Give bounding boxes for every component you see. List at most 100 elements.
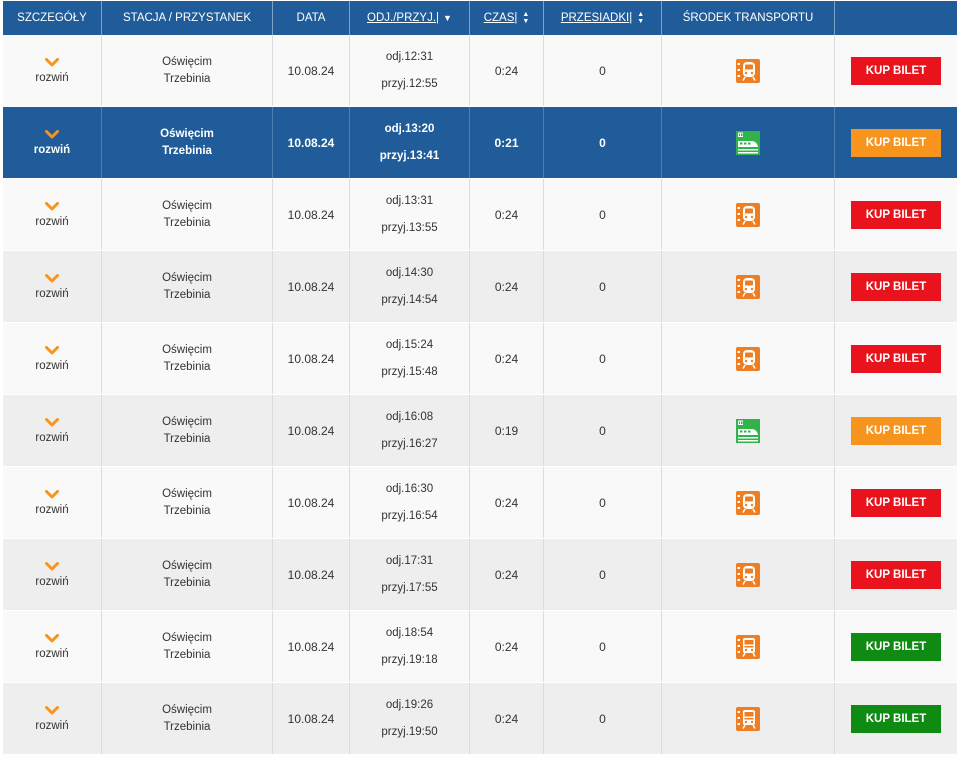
chevron-down-icon[interactable] <box>45 489 59 504</box>
table-row[interactable]: rozwiń Oświęcim Trzebinia 10.08.24 odj.17:31… <box>3 539 957 611</box>
header-time-sort[interactable]: CZAS | ▲ ▼ <box>470 1 544 35</box>
action-cell: KUP BILET <box>835 251 957 322</box>
expand-details-toggle[interactable]: rozwiń <box>3 683 102 754</box>
transfers-cell: 0 <box>544 467 662 538</box>
date-cell: 10.08.24 <box>273 251 350 322</box>
buy-ticket-button[interactable]: KUP BILET <box>851 416 941 445</box>
station-to: Trzebinia <box>162 144 212 157</box>
expand-details-toggle[interactable]: rozwiń <box>3 539 102 610</box>
chevron-down-icon[interactable] <box>45 201 59 216</box>
header-transfers-label[interactable]: PRZESIADKI <box>560 12 630 24</box>
station-cell: Oświęcim Trzebinia <box>102 539 273 610</box>
station-from: Oświęcim <box>160 127 214 140</box>
buy-ticket-button[interactable]: KUP BILET <box>851 704 941 733</box>
table-row[interactable]: rozwiń Oświęcim Trzebinia 10.08.24 odj.15:24… <box>3 323 957 395</box>
table-row[interactable]: rozwiń Oświęcim Trzebinia 10.08.24 odj.13:20… <box>3 107 957 179</box>
departure-time: odj.14:30 <box>385 266 434 279</box>
dep-arr-cell: odj.18:54 przyj.19:18 <box>350 611 470 682</box>
expand-details-toggle[interactable]: rozwiń <box>3 107 102 178</box>
expand-details-toggle[interactable]: rozwiń <box>3 467 102 538</box>
station-cell: Oświęcim Trzebinia <box>102 179 273 250</box>
departure-time: odj.16:08 <box>385 410 434 423</box>
expand-label[interactable]: rozwiń <box>35 215 69 228</box>
expand-label[interactable]: rozwiń <box>33 143 71 156</box>
transport-cell <box>662 683 835 754</box>
buy-ticket-button[interactable]: KUP BILET <box>851 56 941 85</box>
expand-details-toggle[interactable]: rozwiń <box>3 251 102 322</box>
transport-cell <box>662 107 835 178</box>
expand-details-toggle[interactable]: rozwiń <box>3 611 102 682</box>
sort-both-icon[interactable]: ▲ ▼ <box>637 11 645 25</box>
table-row[interactable]: rozwiń Oświęcim Trzebinia 10.08.24 odj.14:30… <box>3 251 957 323</box>
chevron-down-icon[interactable] <box>45 273 59 288</box>
transfers-cell: 0 <box>544 683 662 754</box>
header-transfers-sort[interactable]: PRZESIADKI | ▲ ▼ <box>544 1 662 35</box>
expand-label[interactable]: rozwiń <box>35 287 69 300</box>
buy-ticket-button[interactable]: KUP BILET <box>851 344 941 373</box>
table-row[interactable]: rozwiń Oświęcim Trzebinia 10.08.24 odj.19:26… <box>3 683 957 755</box>
arrival-time: przyj.17:55 <box>381 581 438 594</box>
action-cell: KUP BILET <box>835 107 957 178</box>
action-cell: KUP BILET <box>835 611 957 682</box>
arrival-time: przyj.16:54 <box>381 509 438 522</box>
station-from: Oświęcim <box>162 703 212 716</box>
transport-cell <box>662 467 835 538</box>
expand-label[interactable]: rozwiń <box>35 719 69 732</box>
sort-desc-icon[interactable]: ▼ <box>443 13 452 23</box>
expand-label[interactable]: rozwiń <box>35 431 69 444</box>
station-from: Oświęcim <box>162 631 212 644</box>
buy-ticket-button[interactable]: KUP BILET <box>851 488 941 517</box>
chevron-down-icon[interactable] <box>45 633 59 648</box>
buy-ticket-button[interactable]: KUP BILET <box>851 632 941 661</box>
expand-details-toggle[interactable]: rozwiń <box>3 323 102 394</box>
expand-label[interactable]: rozwiń <box>35 647 69 660</box>
station-to: Trzebinia <box>163 648 211 661</box>
buy-ticket-button[interactable]: KUP BILET <box>851 272 941 301</box>
expand-details-toggle[interactable]: rozwiń <box>3 35 102 106</box>
expand-details-toggle[interactable]: rozwiń <box>3 395 102 466</box>
date-cell: 10.08.24 <box>273 107 350 178</box>
duration-cell: 0:21 <box>470 107 544 178</box>
table-row[interactable]: rozwiń Oświęcim Trzebinia 10.08.24 odj.16:08… <box>3 395 957 467</box>
transfers-cell: 0 <box>544 179 662 250</box>
header-dep-arr-sort[interactable]: ODJ./PRZYJ. | ▼ <box>350 1 470 35</box>
departure-time: odj.17:31 <box>385 554 434 567</box>
expand-label[interactable]: rozwiń <box>35 359 69 372</box>
station-from: Oświęcim <box>162 199 212 212</box>
table-row[interactable]: rozwiń Oświęcim Trzebinia 10.08.24 odj.16:30… <box>3 467 957 539</box>
chevron-down-icon[interactable] <box>45 561 59 576</box>
buy-ticket-button[interactable]: KUP BILET <box>851 128 941 157</box>
chevron-down-icon[interactable] <box>45 705 59 720</box>
transfers-cell: 0 <box>544 539 662 610</box>
expand-details-toggle[interactable]: rozwiń <box>3 179 102 250</box>
sort-both-icon[interactable]: ▲ ▼ <box>522 11 530 25</box>
chevron-down-icon[interactable] <box>45 129 59 144</box>
sort-separator: | <box>514 12 518 24</box>
table-row[interactable]: rozwiń Oświęcim Trzebinia 10.08.24 odj.12:31… <box>3 35 957 107</box>
header-date: DATA <box>273 1 350 35</box>
expand-label[interactable]: rozwiń <box>35 575 69 588</box>
header-time-label[interactable]: CZAS <box>483 12 515 24</box>
table-row[interactable]: rozwiń Oświęcim Trzebinia 10.08.24 odj.18:54… <box>3 611 957 683</box>
expand-label[interactable]: rozwiń <box>35 503 69 516</box>
station-cell: Oświęcim Trzebinia <box>102 251 273 322</box>
header-action <box>835 1 957 35</box>
arrival-time: przyj.13:41 <box>379 149 440 162</box>
departure-time: odj.12:31 <box>385 50 434 63</box>
chevron-down-icon[interactable] <box>45 345 59 360</box>
koleje-malopolskie-train-icon <box>736 490 760 515</box>
station-to: Trzebinia <box>163 432 211 445</box>
expand-label[interactable]: rozwiń <box>35 71 69 84</box>
buy-ticket-button[interactable]: KUP BILET <box>851 200 941 229</box>
dep-arr-cell: odj.15:24 przyj.15:48 <box>350 323 470 394</box>
chevron-down-icon[interactable] <box>45 417 59 432</box>
station-to: Trzebinia <box>163 576 211 589</box>
buy-ticket-button[interactable]: KUP BILET <box>851 560 941 589</box>
header-dep-arr-label[interactable]: ODJ./PRZYJ. <box>367 12 437 24</box>
table-row[interactable]: rozwiń Oświęcim Trzebinia 10.08.24 odj.13:31… <box>3 179 957 251</box>
arrival-time: przyj.13:55 <box>381 221 438 234</box>
departure-time: odj.16:30 <box>385 482 434 495</box>
date-cell: 10.08.24 <box>273 35 350 106</box>
transport-cell <box>662 251 835 322</box>
chevron-down-icon[interactable] <box>45 57 59 72</box>
